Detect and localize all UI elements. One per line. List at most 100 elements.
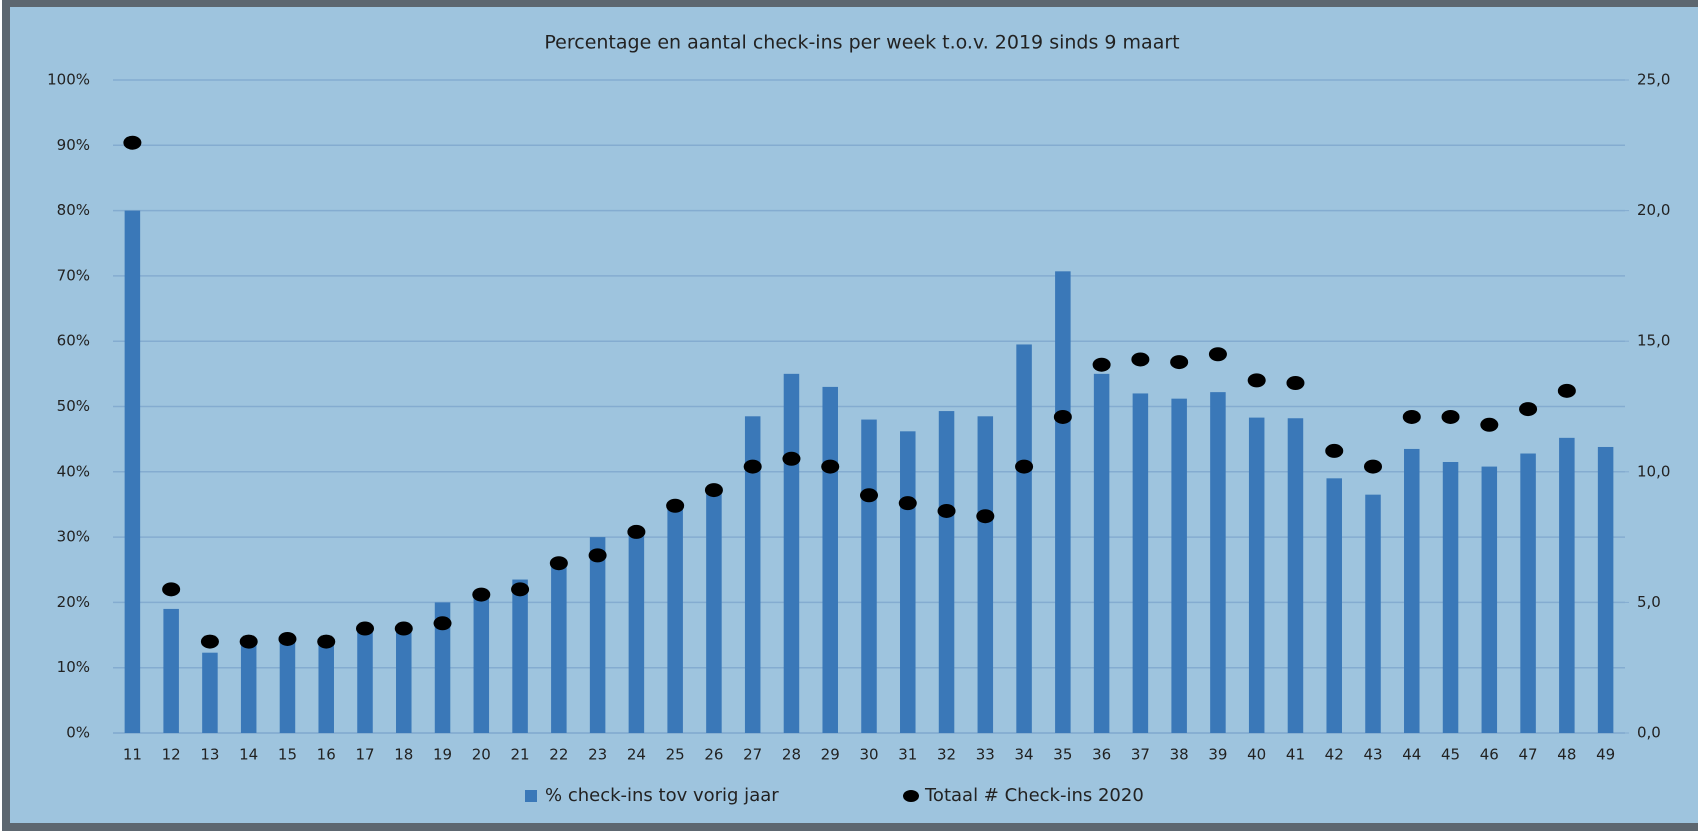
x-tick-label: 16	[317, 746, 336, 764]
dot	[821, 459, 840, 474]
x-tick-label: 13	[200, 746, 219, 764]
y-tick-label: 60%	[57, 332, 90, 350]
y2-tick-label: 0,0	[1637, 724, 1661, 742]
x-tick-label: 28	[782, 746, 801, 764]
bar	[1365, 494, 1381, 733]
x-tick-label: 35	[1053, 746, 1072, 764]
bar	[318, 644, 334, 733]
x-tick-label: 39	[1208, 746, 1227, 764]
bar	[1326, 478, 1342, 733]
x-tick-label: 42	[1325, 746, 1344, 764]
x-tick-label: 33	[976, 746, 995, 764]
y2-tick-label: 20,0	[1637, 201, 1670, 219]
bar	[667, 507, 683, 733]
dot	[239, 634, 258, 649]
dot	[1092, 357, 1111, 372]
dot	[666, 498, 685, 513]
bar	[1481, 466, 1498, 733]
bar	[551, 563, 567, 733]
dot	[1286, 375, 1305, 390]
dot	[1441, 409, 1460, 424]
x-tick-label: 49	[1596, 746, 1615, 764]
x-tick-label: 19	[433, 746, 452, 764]
dot	[1131, 352, 1150, 367]
x-tick-label: 20	[472, 746, 491, 764]
dot	[162, 582, 181, 597]
x-tick-label: 32	[937, 746, 956, 764]
y2-tick-label: 25,0	[1637, 71, 1670, 89]
dot	[1480, 417, 1499, 432]
dot	[200, 634, 219, 649]
bar	[473, 595, 490, 733]
bar	[1132, 393, 1149, 733]
bar	[434, 602, 451, 733]
x-tick-label: 17	[355, 746, 374, 764]
x-tick-label: 21	[511, 746, 530, 764]
bar	[861, 419, 877, 733]
x-tick-label: 12	[162, 746, 181, 764]
dot	[976, 509, 995, 524]
x-tick-label: 11	[123, 746, 142, 764]
legend-marker	[525, 790, 537, 802]
bar	[706, 488, 722, 733]
y-tick-label: 70%	[57, 266, 90, 284]
bar	[124, 210, 141, 734]
x-tick-label: 23	[588, 746, 607, 764]
y-tick-label: 10%	[57, 658, 90, 676]
dot	[588, 548, 607, 563]
bar	[1016, 344, 1032, 733]
x-tick-label: 24	[627, 746, 646, 764]
dot	[472, 587, 491, 602]
bar	[1093, 373, 1110, 733]
bar	[628, 533, 645, 733]
y2-tick-label: 15,0	[1637, 332, 1670, 350]
bar	[1442, 462, 1459, 733]
dot	[1519, 402, 1538, 417]
bar	[1559, 437, 1575, 733]
x-tick-label: 43	[1363, 746, 1382, 764]
y-tick-label: 40%	[57, 462, 90, 480]
x-tick-label: 31	[898, 746, 917, 764]
x-tick-label: 37	[1131, 746, 1150, 764]
dot	[549, 556, 568, 571]
dot	[511, 582, 530, 597]
dot	[860, 488, 878, 503]
x-tick-label: 41	[1286, 746, 1305, 764]
x-tick-label: 46	[1480, 746, 1499, 764]
y2-tick-label: 10,0	[1637, 462, 1670, 480]
dot	[1015, 459, 1034, 474]
y-tick-label: 30%	[57, 528, 90, 546]
bar	[1404, 448, 1420, 733]
bar	[1055, 271, 1071, 733]
x-tick-label: 27	[743, 746, 762, 764]
dot	[782, 451, 801, 466]
legend-label: Totaal # Check-ins 2020	[924, 785, 1144, 806]
dot	[356, 621, 374, 636]
bar	[589, 537, 606, 733]
bar	[396, 628, 412, 733]
dot	[1208, 347, 1227, 362]
bar	[512, 579, 528, 733]
dot	[704, 483, 723, 498]
bar	[977, 416, 994, 733]
dot	[433, 616, 452, 631]
dot	[123, 135, 142, 150]
bar	[1287, 418, 1304, 733]
bar	[783, 373, 800, 733]
y-tick-label: 80%	[57, 201, 90, 219]
dot	[898, 496, 917, 511]
dot	[278, 631, 297, 646]
bar	[1171, 398, 1187, 733]
bar	[1597, 446, 1614, 733]
x-tick-label: 34	[1015, 746, 1034, 764]
y-tick-label: 0%	[66, 724, 90, 742]
x-tick-label: 40	[1247, 746, 1266, 764]
bar	[744, 416, 761, 733]
bar	[822, 386, 838, 733]
dot	[1557, 383, 1576, 398]
legend-marker	[903, 790, 919, 802]
dot	[743, 459, 762, 474]
bar	[163, 608, 179, 733]
